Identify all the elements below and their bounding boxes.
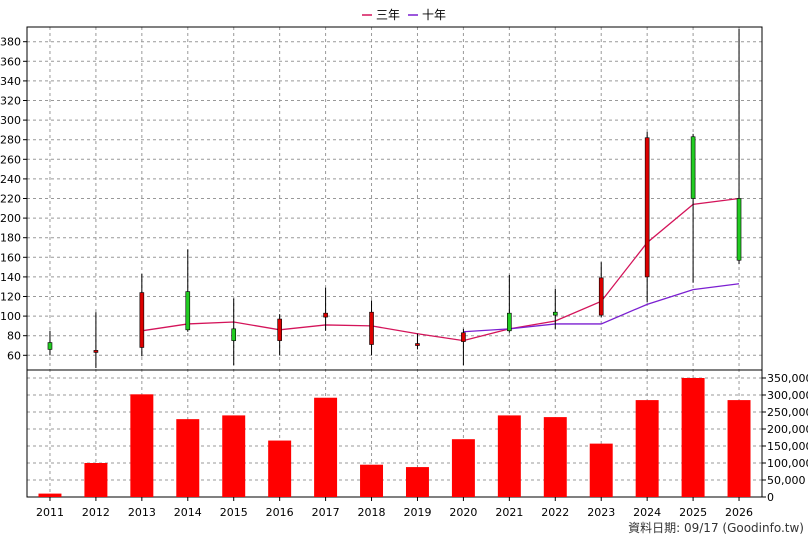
x-tick-label: 2023 [587,506,615,519]
volume-bar [589,443,613,497]
x-tick-label: 2024 [633,506,661,519]
price-tick-label: 220 [0,193,21,206]
x-tick-label: 2019 [403,506,431,519]
volume-tick-label: 250,000 [767,406,808,419]
price-tick-label: 80 [7,330,21,343]
volume-bar [635,400,659,497]
candle-body [323,312,328,318]
volume-tick-label: 0 [767,491,774,504]
price-tick-label: 280 [0,134,21,147]
candle-body [277,318,282,341]
x-tick-label: 2018 [358,506,386,519]
ma-line-three-year [141,197,740,342]
price-tick-label: 120 [0,291,21,304]
x-axis: 2011 2012 2013 2014 2015 2016 2017 2018 2019 2020… [36,497,753,519]
candle-body [507,312,512,332]
x-tick-label: 2021 [495,506,523,519]
x-tick-label: 2017 [312,506,340,519]
volume-bar [314,397,338,497]
x-tick-label: 2012 [82,506,110,519]
volume-bar [38,493,62,497]
x-tick-label: 2025 [679,506,707,519]
volume-tick-label: 350,000 [767,372,808,385]
x-tick-label: 2013 [128,506,156,519]
volume-tick-label: 50,000 [767,474,806,487]
price-tick-label: 60 [7,349,21,362]
candle-body [139,292,145,348]
price-tick-label: 100 [0,310,21,323]
volume-bar [130,394,154,497]
price-tick-label: 160 [0,251,21,264]
volume-bar [84,463,108,497]
volume-bar [176,419,200,497]
x-tick-label: 2014 [174,506,202,519]
candle-body [736,198,742,261]
price-tick-label: 340 [0,75,21,88]
candle-body [369,311,374,345]
candle-body [185,291,191,331]
price-tick-label: 180 [0,232,21,245]
x-tick-label: 2011 [36,506,64,519]
volume-tick-label: 300,000 [767,389,808,402]
volume-bar [360,464,384,497]
legend: 三年 十年 [362,8,446,22]
volume-panel-border [26,369,763,498]
candle-body [93,350,99,353]
price-tick-label: 140 [0,271,21,284]
volume-bar [451,439,475,497]
volume-tick-label: 150,000 [767,440,808,453]
price-tick-label: 300 [0,114,21,127]
legend-label: 三年 [376,8,400,22]
volume-bar [268,440,292,497]
candle-body [552,311,558,316]
candle-body [598,277,604,316]
x-tick-label: 2020 [449,506,477,519]
volume-tick-label: 200,000 [767,423,808,436]
volume-bar [497,415,521,497]
volume-bar [681,378,705,497]
price-tick-label: 380 [0,36,21,49]
price-tick-label: 320 [0,95,21,108]
x-tick-label: 2022 [541,506,569,519]
volume-tick-label: 100,000 [767,457,808,470]
candle-body [690,136,696,199]
candle-body [644,137,650,278]
x-tick-label: 2026 [725,506,753,519]
volume-panel: 0 50,000 100,000 150,000 200,000 250,000 300,0… [26,369,808,504]
price-tick-label: 260 [0,153,21,166]
footer-source: 資料日期: 09/17 (Goodinfo.tw) [628,521,804,535]
candle-body [231,328,237,341]
price-tick-label: 360 [0,55,21,68]
candle-body [461,332,466,342]
candle-body [47,342,53,350]
price-tick-label: 200 [0,212,21,225]
x-tick-label: 2015 [220,506,248,519]
volume-bar [543,417,567,497]
x-tick-label: 2016 [266,506,294,519]
volume-bar [222,415,246,497]
volume-bar [405,467,429,497]
candle-body [415,343,420,346]
volume-bar [727,400,751,497]
price-tick-label: 240 [0,173,21,186]
legend-label: 十年 [422,8,446,22]
